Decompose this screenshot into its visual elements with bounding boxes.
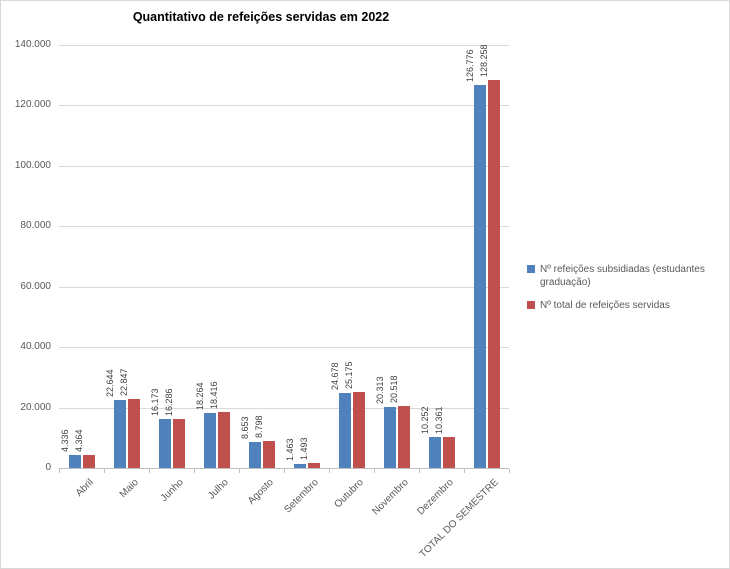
legend-swatch-icon — [527, 265, 535, 273]
bar-series-1 — [474, 85, 486, 468]
x-axis-line — [59, 468, 509, 469]
x-axis-tick — [194, 469, 195, 473]
bar-series-1 — [294, 464, 306, 468]
y-axis-tick-label: 60.000 — [20, 281, 51, 292]
bar-value-label: 18.416 — [209, 381, 219, 409]
bar-series-2 — [263, 441, 275, 468]
bar-value-label: 22.644 — [105, 369, 115, 397]
bar-value-label: 22.847 — [119, 368, 129, 396]
x-axis-tick — [419, 469, 420, 473]
x-axis-category-label: Abril — [73, 477, 96, 499]
bar-series-2 — [128, 399, 140, 468]
y-gridline — [59, 408, 509, 409]
bar-series-2 — [218, 412, 230, 468]
bar-value-label: 24.678 — [330, 362, 340, 390]
bar-series-2 — [83, 455, 95, 468]
bar-value-label: 10.252 — [420, 406, 430, 434]
x-axis-tick — [509, 469, 510, 473]
legend-item-2: Nº total de refeições servidas — [527, 299, 727, 312]
bar-series-1 — [384, 407, 396, 468]
bar-series-1 — [159, 419, 171, 468]
legend: Nº refeições subsidiadas (estudantes gra… — [527, 263, 727, 312]
bar-value-label: 16.173 — [150, 388, 160, 416]
x-axis-tick — [149, 469, 150, 473]
bar-series-2 — [443, 437, 455, 468]
bar-value-label: 8.653 — [240, 416, 250, 439]
y-axis-tick-label: 40.000 — [20, 341, 51, 352]
legend-item-1: Nº refeições subsidiadas (estudantes gra… — [527, 263, 727, 289]
bar-value-label: 16.286 — [164, 388, 174, 416]
bar-value-label: 1.493 — [299, 437, 309, 460]
bar-value-label: 8.798 — [254, 415, 264, 438]
bar-value-label: 128.258 — [479, 44, 489, 77]
bar-series-2 — [398, 406, 410, 468]
y-axis-tick-label: 140.000 — [14, 39, 51, 50]
y-axis-tick-label: 100.000 — [14, 160, 51, 171]
y-axis-tick-label: 120.000 — [14, 99, 51, 110]
x-axis-tick — [104, 469, 105, 473]
x-axis-tick — [329, 469, 330, 473]
y-axis-tick-label: 80.000 — [20, 220, 51, 231]
bar-value-label: 20.518 — [389, 375, 399, 403]
y-gridline — [59, 347, 509, 348]
x-axis-tick — [59, 469, 60, 473]
bar-series-1 — [249, 442, 261, 468]
bar-value-label: 4.364 — [74, 429, 84, 452]
bar-value-label: 10.361 — [434, 406, 444, 434]
bar-series-1 — [114, 400, 126, 468]
y-gridline — [59, 166, 509, 167]
bar-series-2 — [173, 419, 185, 468]
bar-value-label: 126.776 — [465, 49, 475, 82]
y-axis-tick-label: 0 — [45, 462, 51, 473]
legend-label: Nº refeições subsidiadas (estudantes gra… — [540, 264, 705, 288]
bar-series-1 — [339, 393, 351, 468]
x-axis-tick — [284, 469, 285, 473]
legend-swatch-icon — [527, 301, 535, 309]
bar-series-1 — [69, 455, 81, 468]
bar-value-label: 18.264 — [195, 382, 205, 410]
bar-value-label: 25.175 — [344, 361, 354, 389]
y-gridline — [59, 226, 509, 227]
x-axis-tick — [464, 469, 465, 473]
y-axis-tick-label: 20.000 — [20, 402, 51, 413]
y-gridline — [59, 45, 509, 46]
bar-series-2 — [353, 392, 365, 468]
x-axis-tick — [374, 469, 375, 473]
y-gridline — [59, 287, 509, 288]
bar-series-2 — [488, 80, 500, 468]
bar-series-1 — [429, 437, 441, 468]
legend-label: Nº total de refeições servidas — [540, 300, 670, 311]
bar-value-label: 4.336 — [60, 429, 70, 452]
bar-value-label: 1.463 — [285, 438, 295, 461]
bar-series-1 — [204, 413, 216, 468]
bar-series-2 — [308, 463, 320, 468]
x-axis-tick — [239, 469, 240, 473]
y-gridline — [59, 105, 509, 106]
bar-value-label: 20.313 — [375, 376, 385, 404]
chart-title: Quantitativo de refeições servidas em 20… — [132, 10, 390, 24]
